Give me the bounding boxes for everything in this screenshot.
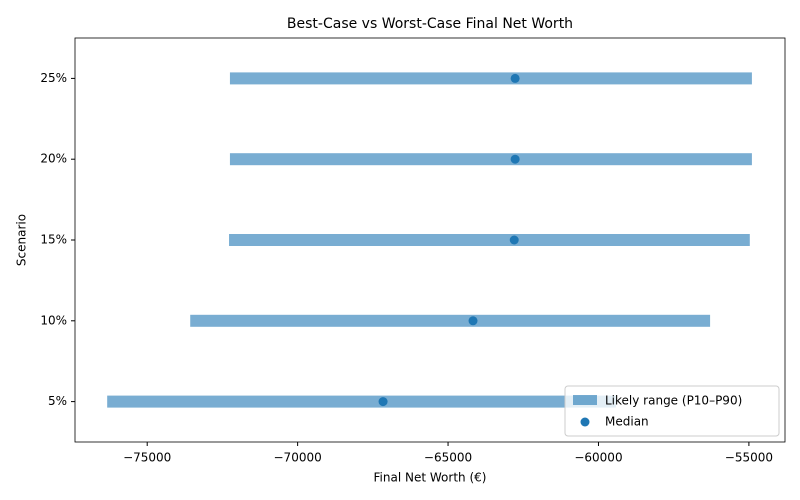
x-tick-label: −70000 <box>274 451 322 465</box>
median-dot <box>468 316 478 326</box>
range-bar <box>107 395 616 408</box>
y-tick-label: 5% <box>48 394 67 408</box>
y-axis-label: Scenario <box>15 214 29 266</box>
x-tick-label: −55000 <box>725 451 773 465</box>
median-dot <box>509 235 519 245</box>
range-bar <box>229 234 750 246</box>
legend-label: Median <box>605 415 649 429</box>
y-tick-label: 10% <box>40 313 67 327</box>
legend-swatch <box>573 395 597 405</box>
legend-marker <box>580 417 590 427</box>
chart-title: Best-Case vs Worst-Case Final Net Worth <box>287 16 573 32</box>
median-dot <box>378 397 388 407</box>
legend-label: Likely range (P10–P90) <box>605 394 742 408</box>
x-tick-label: −60000 <box>574 451 622 465</box>
range-bar <box>190 314 711 327</box>
x-tick-label: −75000 <box>123 451 171 465</box>
median-dot <box>510 73 520 83</box>
x-tick-label: −65000 <box>424 451 472 465</box>
range-bar <box>229 153 752 166</box>
median-dot <box>510 154 520 164</box>
legend-box <box>564 385 780 437</box>
y-tick-label: 15% <box>40 233 67 247</box>
range-bar <box>229 72 752 85</box>
y-tick-label: 25% <box>40 71 67 85</box>
y-tick-label: 20% <box>40 152 67 166</box>
x-axis-label: Final Net Worth (€) <box>374 471 487 485</box>
